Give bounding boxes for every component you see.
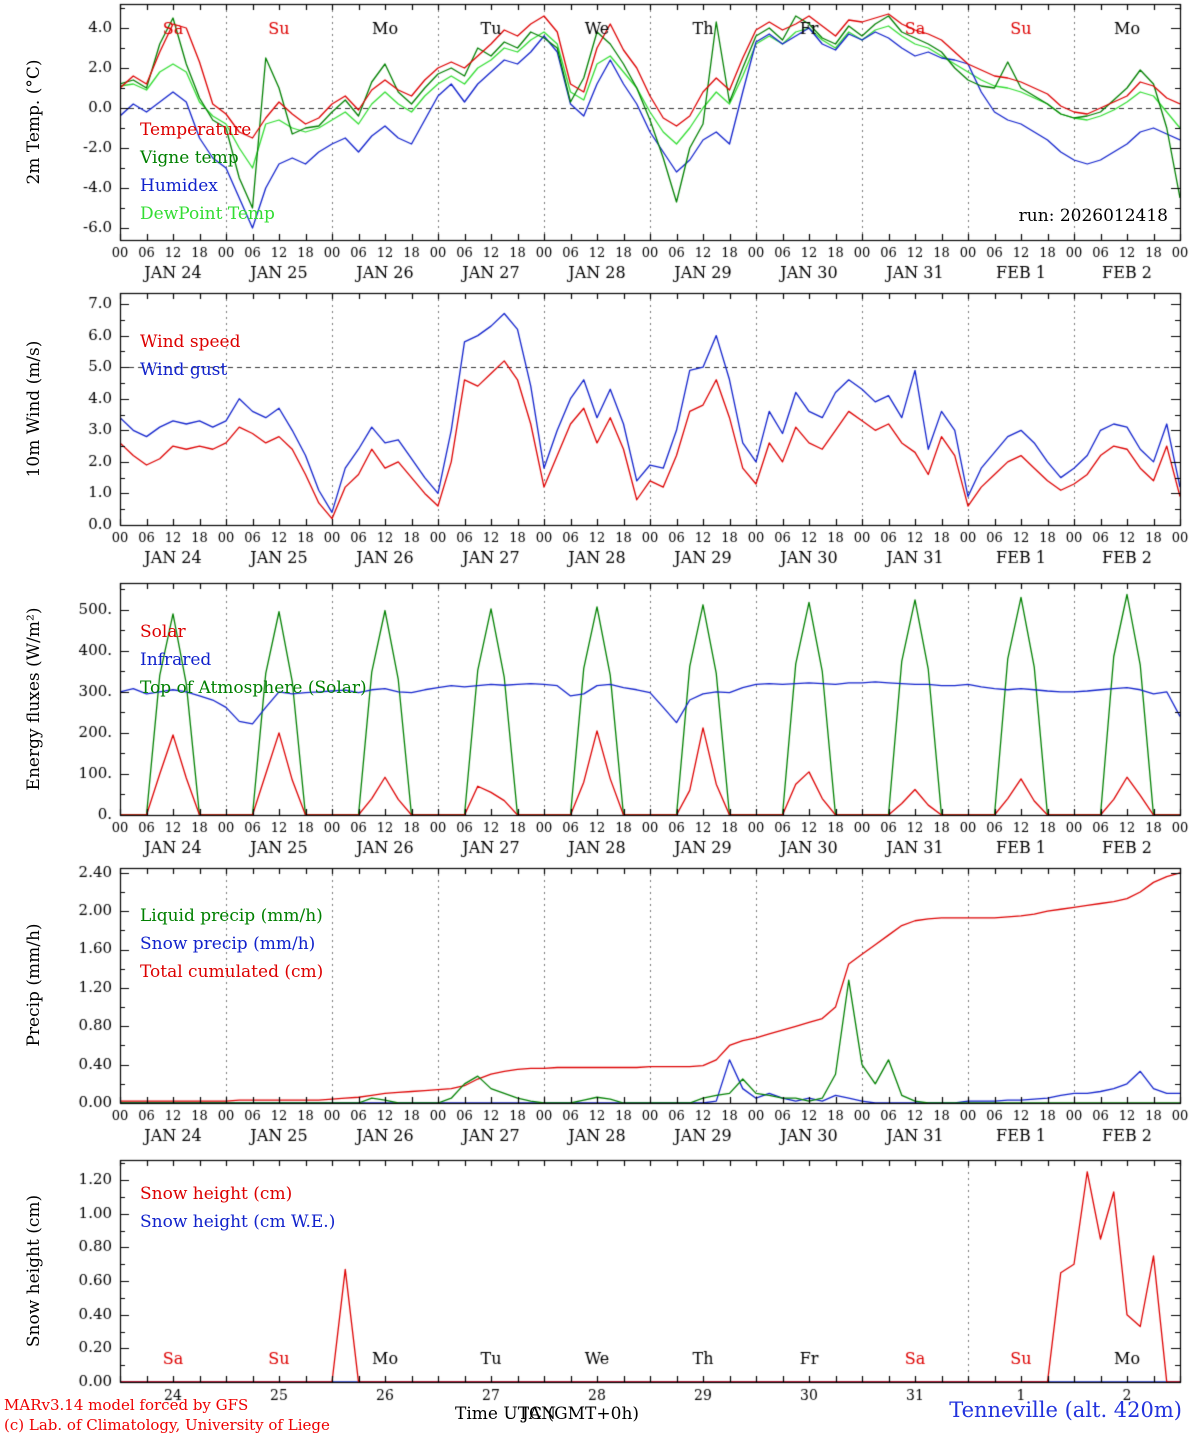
footer-month-label: JAN [522, 1404, 556, 1424]
legend-snow-precip: Snow precip (mm/h) [140, 934, 316, 954]
run-label: run: 2026012418 [1018, 206, 1168, 226]
legend-snow-height-we: Snow height (cm W.E.) [140, 1212, 336, 1232]
legend-temperature: Temperature [140, 120, 252, 140]
y-axis-title-temp: 2m Temp. (°C) [24, 59, 44, 185]
legend-infrared: Infrared [140, 650, 212, 670]
y-axis-title-precip: Precip (mm/h) [24, 923, 44, 1047]
legend-dewpoint-temp: DewPoint Temp [140, 204, 275, 224]
footer-time-axis-label: Time UTC (GMT+0h) [455, 1404, 640, 1424]
legend-toa: Top of Atmosphere (Solar) [140, 678, 367, 698]
legend-wind-speed: Wind speed [140, 332, 241, 352]
legend-snow-height: Snow height (cm) [140, 1184, 293, 1204]
legend-humidex: Humidex [140, 176, 218, 196]
y-axis-title-wind: 10m Wind (m/s) [24, 340, 44, 478]
footer-station-label: Tenneville (alt. 420m) [949, 1398, 1182, 1422]
legend-total-cumulated: Total cumulated (cm) [140, 962, 324, 982]
y-axis-title-snow: Snow height (cm) [24, 1194, 44, 1348]
legend-solar: Solar [140, 622, 186, 642]
footer-copyright: (c) Lab. of Climatology, University of L… [4, 1416, 330, 1434]
legend-wind-gust: Wind gust [140, 360, 228, 380]
legend-vigne-temp: Vigne temp [140, 148, 239, 168]
legend-liquid-precip: Liquid precip (mm/h) [140, 906, 323, 926]
footer-model-credit: MARv3.14 model forced by GFS [4, 1396, 249, 1414]
y-axis-title-energy: Energy fluxes (W/m²) [24, 607, 44, 791]
